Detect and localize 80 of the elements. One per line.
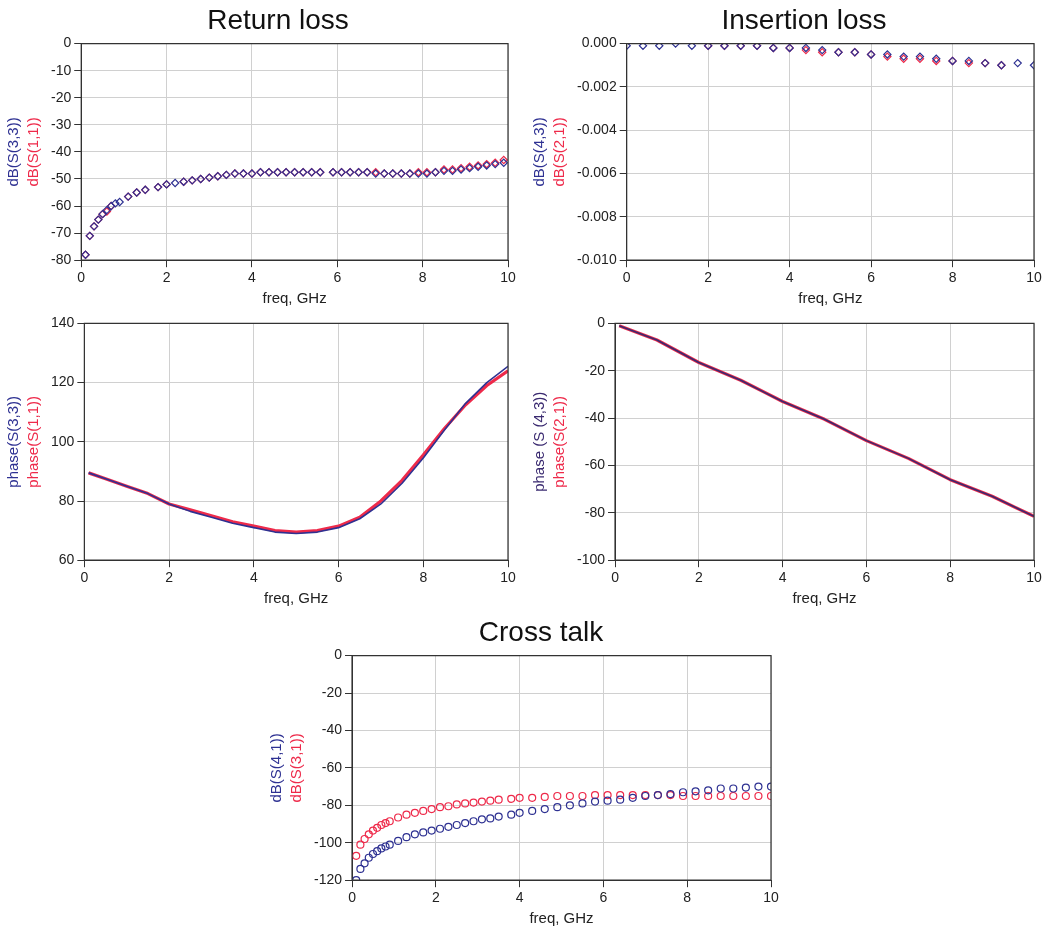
x-tick-label: 2 <box>162 269 171 286</box>
text: dB(S(3,1)) <box>287 733 305 803</box>
x-axis-title: freq, GHz <box>529 909 594 927</box>
y-tick-label: 0.000 <box>581 34 617 51</box>
y-tick-label: -100 <box>576 551 606 568</box>
x-tick-label: 10 <box>500 569 516 586</box>
x-tick-label: 4 <box>785 269 794 286</box>
x-tick-label: 6 <box>599 889 608 906</box>
text: phase(S(3,3)) <box>4 395 22 488</box>
y-tick-label: 0 <box>597 314 606 331</box>
x-tick-label: 6 <box>333 269 342 286</box>
x-tick-label: 0 <box>348 889 357 906</box>
y-tick-label: 80 <box>58 491 75 508</box>
x-tick-label: 8 <box>948 269 957 286</box>
y-tick-label: -80 <box>584 503 606 520</box>
x-axis-title: freq, GHz <box>798 289 863 307</box>
x-tick-label: 10 <box>1026 269 1042 286</box>
y-tick-label: 100 <box>51 432 75 449</box>
x-tick-label: 4 <box>515 889 524 906</box>
text: dB(S(3,3)) <box>4 117 22 187</box>
y-tick-label: -70 <box>51 223 72 240</box>
x-tick-label: 8 <box>946 569 955 586</box>
text: dB(S(4,3)) <box>530 117 548 187</box>
x-tick-label: 6 <box>867 269 876 286</box>
y-tick-label: -40 <box>584 408 606 425</box>
y-tick-label: -20 <box>51 88 72 105</box>
x-tick-label: 6 <box>862 569 871 586</box>
x-tick-label: 0 <box>77 269 86 286</box>
y-tick-label: 0 <box>334 646 343 663</box>
x-tick-label: 2 <box>165 569 174 586</box>
x-tick-label: 4 <box>249 569 258 586</box>
text: phase (S (4,3)) <box>530 391 548 492</box>
text: dB(S(2,1)) <box>550 117 568 187</box>
y-tick-label: -60 <box>51 196 72 213</box>
x-tick-label: 6 <box>334 569 343 586</box>
y-tick-label: -10 <box>51 61 72 78</box>
text: phase(S(2,1)) <box>550 395 568 488</box>
x-tick-label: 4 <box>248 269 257 286</box>
y-tick-label: -0.004 <box>576 121 617 138</box>
x-tick-label: 10 <box>1026 569 1042 586</box>
text: phase(S(1,1)) <box>24 395 42 488</box>
text: dB(S(1,1)) <box>24 117 42 187</box>
text: dB(S(4,1)) <box>267 733 285 803</box>
x-tick-label: 8 <box>419 569 428 586</box>
y-tick-label: 140 <box>51 314 75 331</box>
y-tick-label: -120 <box>313 871 343 888</box>
y-tick-label: -100 <box>313 833 343 850</box>
y-tick-label: -60 <box>321 758 343 775</box>
y-tick-label: -60 <box>584 456 606 473</box>
y-tick-label: -0.002 <box>576 77 617 94</box>
chart-title: Return loss <box>207 3 349 35</box>
y-tick-label: -0.010 <box>576 251 617 268</box>
x-tick-label: 8 <box>683 889 692 906</box>
y-tick-label: -20 <box>584 361 606 378</box>
chart-title: Cross talk <box>478 615 605 647</box>
x-tick-label: 10 <box>763 889 779 906</box>
y-tick-label: -80 <box>51 251 72 268</box>
y-tick-label: 60 <box>58 551 75 568</box>
y-tick-label: -30 <box>51 115 72 132</box>
y-tick-label: -50 <box>51 169 72 186</box>
chart-title: Insertion loss <box>721 3 887 35</box>
x-tick-label: 0 <box>80 569 89 586</box>
y-tick-label: 120 <box>51 373 75 390</box>
x-axis-title: freq, GHz <box>792 589 857 607</box>
x-tick-label: 2 <box>694 569 703 586</box>
x-tick-label: 2 <box>431 889 440 906</box>
y-tick-label: -0.006 <box>576 164 617 181</box>
y-tick-label: -40 <box>51 142 72 159</box>
x-tick-label: 2 <box>704 269 713 286</box>
y-tick-label: -80 <box>321 796 343 813</box>
y-tick-label: -20 <box>321 683 343 700</box>
y-tick-label: -40 <box>321 721 343 738</box>
x-tick-label: 4 <box>778 569 787 586</box>
y-tick-label: 0 <box>63 34 72 51</box>
x-axis-title: freq, GHz <box>262 289 327 307</box>
x-axis-title: freq, GHz <box>264 589 329 607</box>
x-tick-label: 8 <box>418 269 427 286</box>
y-tick-label: -0.008 <box>576 207 617 224</box>
x-tick-label: 0 <box>622 269 631 286</box>
x-tick-label: 10 <box>500 269 516 286</box>
